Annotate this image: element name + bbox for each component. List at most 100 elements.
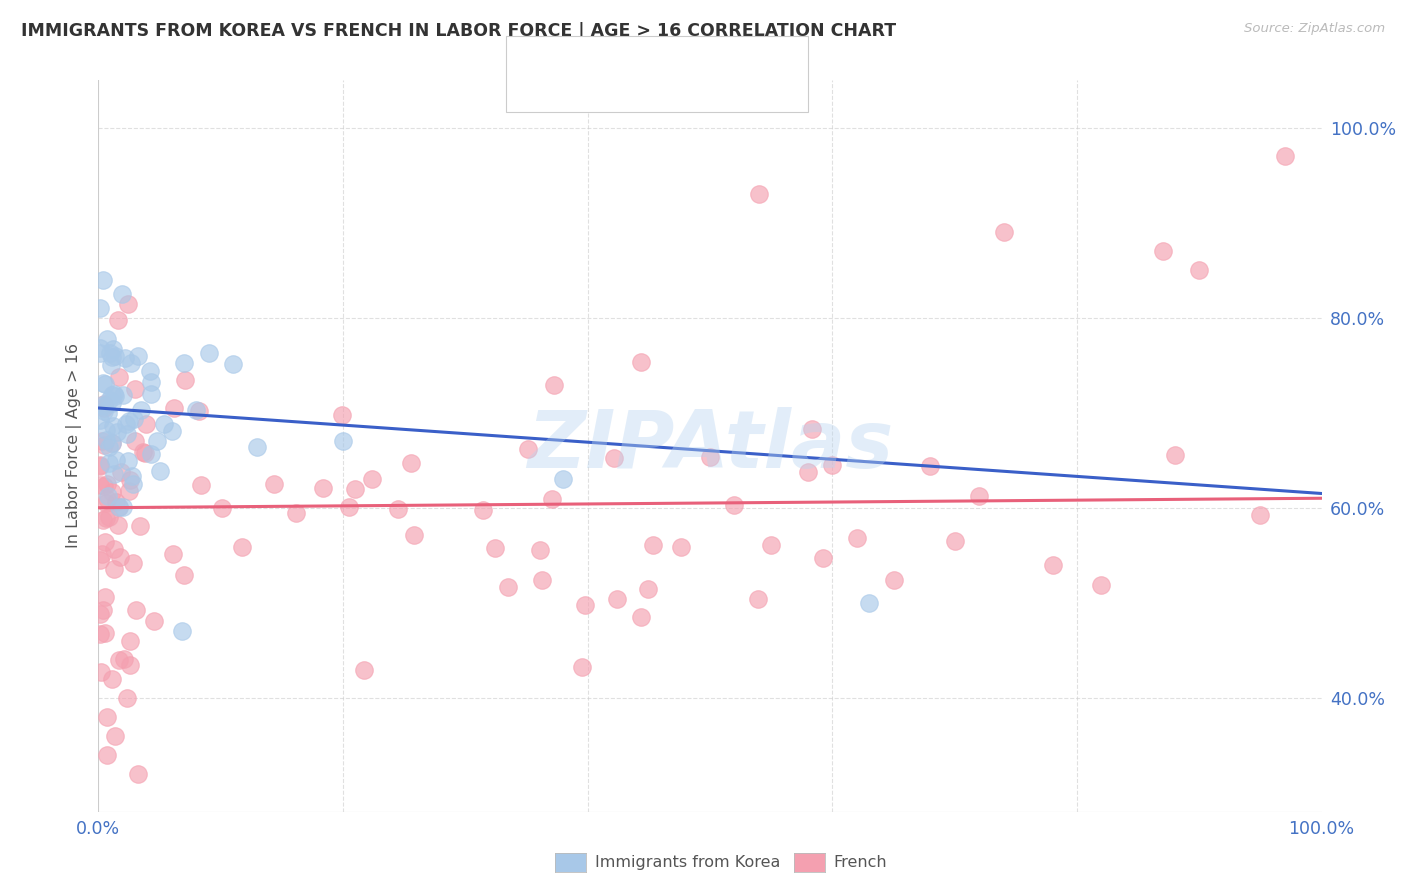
Point [97,406,120,420]
Point [330,408,353,422]
Point [114,351,136,365]
Point [93,626,115,640]
Point [531,573,554,587]
Point [91,513,114,527]
Point [121,469,143,483]
Point [96,747,118,762]
Point [104,389,127,403]
Point [630,355,652,369]
Point [387,502,409,516]
Point [603,451,626,466]
Point [103,386,125,401]
Point [89,342,111,356]
Point [360,472,382,486]
Point [90,398,112,412]
Point [402,528,425,542]
Point [97,510,120,524]
Point [97,456,120,470]
Text: 0.009: 0.009 [598,81,650,99]
Point [1164,448,1187,462]
Point [110,465,132,479]
Point [797,465,820,479]
Point [89,458,111,473]
Point [146,434,169,448]
Point [107,500,129,514]
Point [101,395,124,409]
Point [104,495,127,509]
Point [100,388,122,402]
Text: IMMIGRANTS FROM KOREA VS FRENCH IN LABOR FORCE | AGE > 16 CORRELATION CHART: IMMIGRANTS FROM KOREA VS FRENCH IN LABOR… [21,22,896,40]
Point [163,401,186,415]
Point [498,580,520,594]
Point [197,346,219,360]
Point [111,500,134,515]
Point [89,477,111,491]
Point [105,425,128,439]
Point [101,343,124,357]
Point [103,542,125,557]
Point [120,473,142,487]
Point [122,412,145,426]
Point [107,369,129,384]
Point [516,442,538,457]
Point [337,500,360,514]
Point [94,535,117,549]
Point [172,624,194,639]
Text: ZIPAtlas: ZIPAtlas [527,407,893,485]
Point [723,498,745,512]
Point [344,483,367,497]
Point [93,376,115,391]
Point [124,434,146,448]
Point [89,607,111,622]
Point [1042,558,1064,572]
Point [96,491,118,506]
Y-axis label: In Labor Force | Age > 16: In Labor Force | Age > 16 [66,343,82,549]
Point [89,458,111,472]
Point [160,424,183,438]
Point [129,519,152,533]
Point [353,663,375,677]
Point [97,392,120,407]
Point [1188,263,1211,277]
Point [121,557,143,571]
Point [1090,578,1112,592]
Point [93,404,115,418]
Point [91,603,114,617]
Point [801,422,824,436]
Point [89,626,111,640]
Point [94,434,117,448]
Point [98,440,121,454]
Point [132,445,155,459]
Point [127,766,149,780]
Point [162,547,184,561]
Point [484,541,506,556]
Point [606,592,628,607]
Point [89,301,111,316]
Point [93,401,115,416]
Point [94,376,117,391]
Point [553,472,575,486]
Point [98,345,121,359]
Point [141,447,163,461]
Point [188,404,211,418]
Point [748,187,770,202]
Point [529,543,551,558]
Point [124,382,146,396]
Point [125,603,148,617]
Point [135,417,157,431]
Point [845,531,868,545]
Point [630,609,652,624]
Point [108,549,131,564]
Point [96,710,118,724]
Point [811,551,834,566]
Point [94,511,117,525]
Point [1152,244,1174,259]
Point [91,547,114,561]
Point [103,729,125,743]
Point [111,286,134,301]
Text: 114: 114 [711,81,747,99]
Point [112,388,135,402]
Point [89,553,111,567]
Point [967,489,990,503]
Point [139,387,162,401]
